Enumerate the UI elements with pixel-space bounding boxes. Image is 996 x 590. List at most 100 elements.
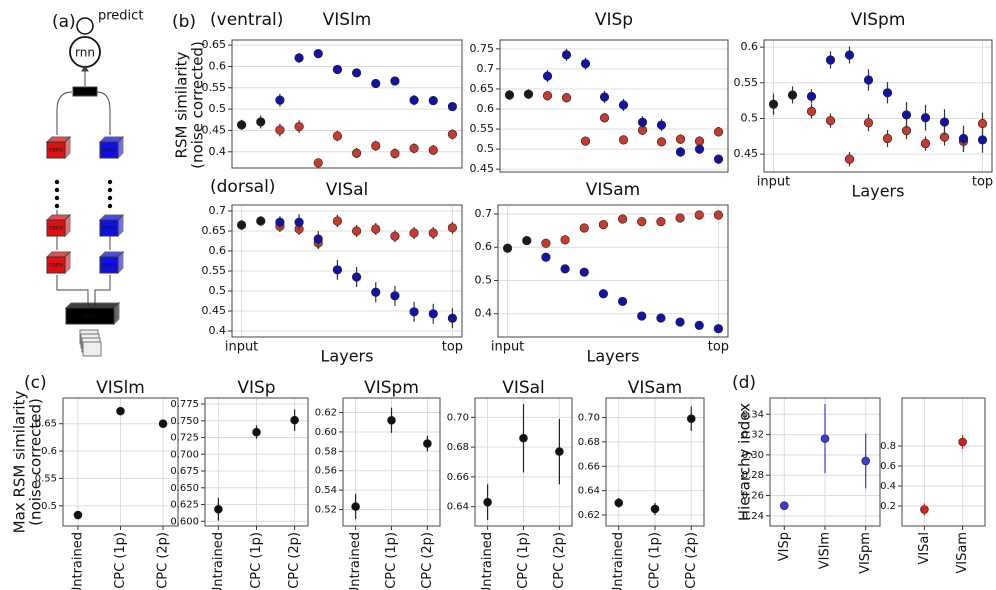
panel-label: (b): [172, 12, 196, 32]
cube-front: [46, 256, 66, 274]
data-point: [371, 141, 381, 151]
y-tick-label: 0.4: [209, 324, 227, 337]
data-point: [779, 501, 789, 510]
data-point: [560, 264, 570, 274]
x-tick-label: VISam: [955, 532, 970, 574]
data-point: [428, 309, 438, 319]
data-point: [351, 226, 362, 236]
data-point: [939, 117, 950, 127]
data-point: [977, 118, 988, 129]
x-tick-label: input: [225, 340, 258, 355]
y-tick-label: 0.32: [742, 430, 764, 441]
y-tick-label: 0.65: [202, 224, 227, 237]
y-tick-label: 0.34: [742, 409, 764, 420]
y-tick-label: 0.5: [209, 102, 227, 115]
y-tick-label: 0.45: [202, 304, 227, 317]
x-tick-label: top: [708, 340, 729, 355]
data-point: [409, 307, 419, 317]
cube-front: [46, 219, 66, 237]
data-point: [390, 231, 400, 241]
arrow: [56, 91, 111, 135]
x-tick-label: Untrained: [348, 532, 363, 590]
axes-frame: [231, 204, 463, 338]
data-point: [313, 158, 323, 168]
data-point: [656, 120, 667, 130]
data-point: [447, 101, 458, 112]
data-point: [423, 439, 432, 448]
y-tick-label: 0.55: [35, 473, 57, 484]
cube-front: [99, 141, 119, 159]
data-point: [656, 313, 666, 323]
data-point: [675, 317, 685, 327]
conv-label: conv: [49, 262, 64, 269]
axes-frame: [204, 397, 309, 527]
x-tick-label: CPC (1p): [113, 532, 128, 589]
y-tick-label: 0.650: [170, 483, 199, 494]
data-point: [637, 311, 647, 321]
y-tick-label: 0.6: [41, 446, 57, 457]
image-stack: [79, 329, 102, 357]
data-point: [958, 437, 967, 447]
y-tick-label: 0.55: [202, 264, 227, 277]
loop: [76, 17, 94, 35]
data-point: [844, 50, 855, 60]
panel-title: VISam: [586, 180, 640, 200]
y-tick-label: 0.66: [578, 461, 600, 472]
y-tick-label: 0.62: [578, 510, 600, 521]
data-point: [656, 137, 667, 147]
predict-label: predict: [98, 9, 143, 24]
data-point: [332, 265, 343, 275]
y-tick-label: 0.6: [209, 244, 227, 257]
data-point: [861, 456, 871, 466]
data-point: [428, 228, 438, 238]
axes-frame: [62, 397, 179, 527]
data-point: [901, 110, 912, 120]
data-point: [236, 120, 247, 130]
data-point: [618, 100, 629, 110]
data-point: [523, 89, 534, 99]
data-point: [768, 99, 779, 109]
y-tick-label: 0.7: [209, 204, 227, 217]
data-point: [158, 419, 168, 429]
data-point: [351, 272, 362, 282]
y-tick-label: 0.55: [734, 76, 759, 89]
data-point: [580, 59, 591, 69]
data-point: [73, 510, 83, 520]
y-tick-label: 0.56: [315, 466, 337, 477]
data-point: [694, 320, 704, 330]
y-tick-label: 0.45: [202, 123, 227, 136]
y-tick-label: 0.6: [741, 40, 759, 53]
axes-frame: [605, 397, 705, 527]
data-point: [214, 504, 223, 514]
x-axis-label: Layers: [321, 347, 374, 366]
ellipsis: [54, 179, 113, 209]
y-tick-label: 0.24: [742, 511, 764, 522]
y-axis-label: RSM similarity: [173, 51, 191, 158]
data-point: [371, 287, 381, 297]
axes-frame: [769, 397, 881, 527]
x-tick-label: CPC (1p): [249, 532, 264, 589]
y-tick-label: 0.52: [315, 505, 337, 516]
y-tick-label: 0.68: [447, 442, 469, 453]
data-point: [958, 133, 969, 144]
x-tick-label: CPC (2p): [552, 532, 567, 589]
data-point: [977, 135, 988, 145]
y-tick-label: 0.70: [578, 413, 600, 424]
data-point: [519, 433, 528, 443]
arrow-head: [81, 65, 89, 72]
data-point: [560, 235, 570, 245]
data-point: [294, 122, 304, 132]
data-point: [614, 498, 624, 508]
data-point: [675, 213, 685, 223]
data-point: [561, 93, 572, 103]
x-tick-label: CPC (2p): [684, 532, 699, 589]
data-point: [275, 217, 285, 227]
y-tick-label: 0.62: [315, 408, 337, 419]
data-point: [920, 138, 931, 149]
y-tick-label: 0.6: [477, 102, 495, 115]
y-tick-label: 0.750: [170, 416, 199, 427]
data-point: [390, 76, 400, 86]
x-axis-label: Layers: [852, 182, 905, 201]
axes-frame: [342, 397, 441, 527]
data-point: [637, 117, 648, 127]
